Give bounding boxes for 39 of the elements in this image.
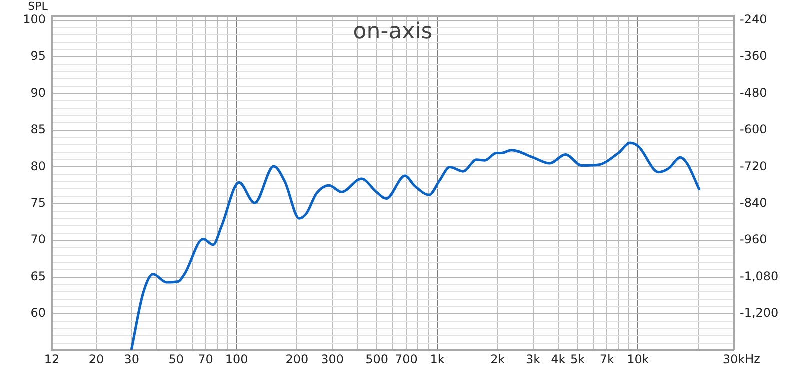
x-tick-label: 4k [551, 352, 566, 366]
x-tick-label: 5k [570, 352, 586, 366]
x-tick-label: 7k [600, 352, 614, 366]
y2-tick-label: -600 [740, 122, 768, 137]
x-tick-label: 100 [225, 352, 248, 366]
y2-tick-label: -360 [740, 49, 768, 64]
x-tick-label: 50 [168, 352, 184, 366]
y-tick-label: 80 [30, 159, 46, 174]
y2-tick-label: -720 [740, 159, 768, 174]
y-tick-label: 75 [30, 196, 46, 210]
y-tick-label: 60 [30, 306, 46, 320]
x-tick-label: 30k [722, 352, 746, 366]
y-tick-label: 100 [23, 12, 46, 27]
x-tick-label: 12 [44, 352, 60, 366]
chart-title: on-axis [353, 20, 433, 45]
x-tick-label: 20 [88, 352, 104, 366]
y2-tick-label: -1,080 [740, 269, 779, 284]
y2-tick-label: -840 [740, 196, 768, 210]
x-tick-label: 300 [321, 352, 344, 366]
x-tick-label: 700 [394, 352, 418, 366]
y-tick-label: 90 [30, 86, 46, 100]
y-axis-title: SPL [28, 0, 49, 13]
x-tick-label: 500 [366, 352, 389, 366]
y2-tick-label: -480 [740, 86, 768, 100]
y-tick-label: 85 [30, 122, 46, 137]
x-tick-label: 30 [124, 352, 140, 366]
y-tick-label: 70 [30, 232, 46, 247]
y2-tick-label: -1,200 [740, 306, 779, 320]
x-axis-title: Hz [745, 352, 760, 366]
x-tick-label: 70 [198, 352, 214, 366]
x-tick-label: 3k [526, 352, 541, 366]
y2-tick-label: -960 [740, 232, 768, 247]
x-tick-label: 1k [430, 352, 445, 366]
x-tick-label: 200 [286, 352, 309, 366]
x-tick-label: 2k [490, 352, 506, 366]
y-tick-label: 65 [30, 269, 46, 284]
x-tick-label: 10k [627, 352, 650, 366]
y2-tick-label: -240 [740, 12, 768, 27]
y-tick-label: 95 [30, 49, 46, 64]
